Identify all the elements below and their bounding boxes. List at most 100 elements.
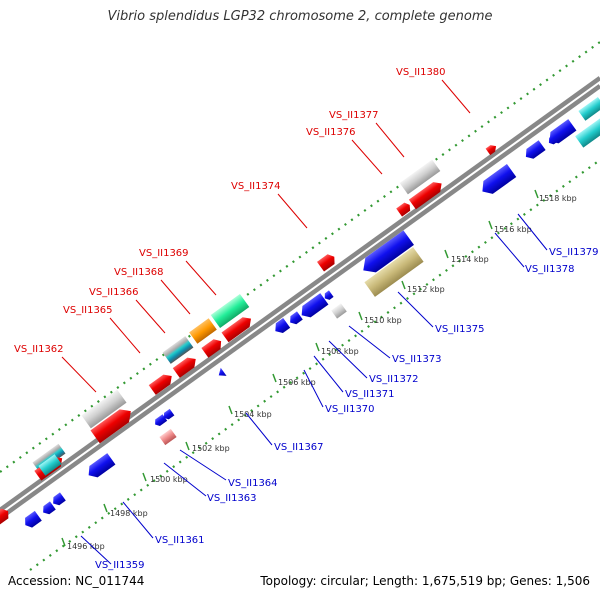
leader-line [375, 122, 405, 158]
leader-line [109, 317, 141, 354]
tick-mark [61, 537, 66, 547]
leader-line [303, 369, 324, 408]
gene-arrow [331, 303, 347, 319]
tick-mark [444, 249, 449, 259]
reverse-gene-label: VS_II1363 [207, 493, 257, 504]
gene-arrow [575, 116, 600, 148]
tick-label: 1496 kbp [67, 542, 105, 551]
leader-line [163, 462, 207, 497]
tick-mark [185, 441, 190, 451]
leader-line [313, 355, 344, 393]
forward-gene-label: VS_II1365 [63, 305, 113, 316]
gene-arrow [38, 454, 62, 476]
tick-label: 1516 kbp [494, 225, 532, 234]
leader-line [348, 325, 391, 359]
reverse-gene-label: VS_II1371 [345, 389, 395, 400]
tick-label: 1500 kbp [150, 475, 188, 484]
tick-mark [272, 373, 277, 383]
gene-arrow [317, 254, 335, 272]
gene-arrow [210, 293, 250, 329]
gene-arrow [408, 182, 442, 210]
tick-mark [315, 342, 320, 352]
gene-arrow [364, 247, 424, 297]
leader-line [122, 501, 154, 539]
backbone-line-inner [0, 84, 600, 520]
forward-gene-label: VS_II1374 [231, 181, 281, 192]
tick-label: 1514 kbp [451, 255, 489, 264]
reverse-gene-label: VS_II1361 [155, 535, 205, 546]
reverse-guide-dots [29, 159, 600, 571]
gene-arrow [163, 408, 175, 420]
gene-arrow [482, 163, 517, 194]
reverse-strand-genes [25, 96, 600, 528]
gene-arrow [159, 428, 177, 446]
gene-arrow [324, 290, 334, 300]
gene-arrow [43, 501, 56, 515]
gene-arrow [189, 318, 217, 344]
forward-gene-labels: VS_II1362 VS_II1365 VS_II1366 VS_II1368 VS_I… [14, 67, 471, 393]
gene-arrow [88, 453, 116, 478]
leader-line [135, 299, 166, 334]
gene-arrow [396, 202, 411, 217]
forward-guide-dots [0, 41, 600, 473]
forward-gene-label: VS_II1376 [306, 127, 356, 138]
reverse-gene-label: VS_II1364 [228, 478, 278, 489]
leader-line [179, 449, 227, 481]
gene-arrow [148, 374, 172, 395]
forward-gene-label: VS_II1366 [89, 287, 139, 298]
tick-mark [401, 280, 406, 290]
reverse-gene-label: VS_II1378 [525, 264, 575, 275]
gene-arrow [275, 318, 291, 334]
tick-mark [358, 311, 363, 321]
forward-gene-label: VS_II1368 [114, 267, 164, 278]
tick-mark [228, 405, 233, 415]
map-title: Vibrio splendidus LGP32 chromosome 2, co… [107, 9, 493, 24]
leader-line [351, 139, 383, 175]
gene-arrow [218, 367, 227, 376]
forward-gene-label: VS_II1377 [329, 110, 379, 121]
leader-line [397, 291, 434, 328]
gene-arrow [162, 336, 194, 364]
gene-arrow [525, 140, 546, 159]
reverse-gene-label: VS_II1367 [274, 442, 324, 453]
leader-line [61, 356, 97, 393]
leader-line [441, 79, 471, 114]
reverse-gene-label: VS_II1375 [435, 324, 485, 335]
reverse-gene-label: VS_II1379 [549, 247, 599, 258]
leader-line [160, 279, 191, 315]
reverse-gene-label: VS_II1373 [392, 354, 442, 365]
leader-line [185, 260, 217, 296]
tick-label: 1502 kbp [192, 444, 230, 453]
genome-summary: Topology: circular; Length: 1,675,519 bp… [260, 574, 590, 588]
forward-gene-label: VS_II1369 [139, 248, 189, 259]
tick-label: 1510 kbp [364, 316, 402, 325]
forward-strand-genes [0, 145, 497, 527]
gene-arrow [290, 311, 303, 325]
gene-arrow [485, 145, 497, 156]
leader-line [328, 340, 368, 379]
accession-text: Accession: NC_011744 [8, 574, 145, 588]
leader-line [80, 535, 112, 565]
gene-arrow [90, 409, 131, 444]
gene-arrow [363, 230, 414, 273]
tick-label: 1498 kbp [110, 509, 148, 518]
tick-mark [103, 503, 108, 513]
tick-label: 1512 kbp [407, 285, 445, 294]
gene-arrow [0, 508, 9, 527]
reverse-gene-labels: VS_II1359 VS_II1361 VS_II1363 VS_II1364 VS_I… [80, 213, 599, 571]
tick-label: 1504 kbp [234, 410, 272, 419]
forward-gene-label: VS_II1380 [396, 67, 446, 78]
reverse-gene-label: VS_II1359 [95, 560, 145, 571]
tick-mark [142, 472, 147, 482]
leader-line [277, 193, 308, 229]
tick-mark [488, 220, 493, 230]
gene-arrow [221, 317, 251, 343]
gene-arrow [25, 510, 42, 528]
tick-label: 1518 kbp [539, 194, 577, 203]
leader-line [245, 412, 273, 446]
tick-label: 1506 kbp [278, 378, 316, 387]
gene-arrow [53, 492, 66, 506]
gene-arrow [201, 339, 222, 358]
forward-gene-label: VS_II1362 [14, 344, 64, 355]
gene-arrow [172, 357, 196, 378]
